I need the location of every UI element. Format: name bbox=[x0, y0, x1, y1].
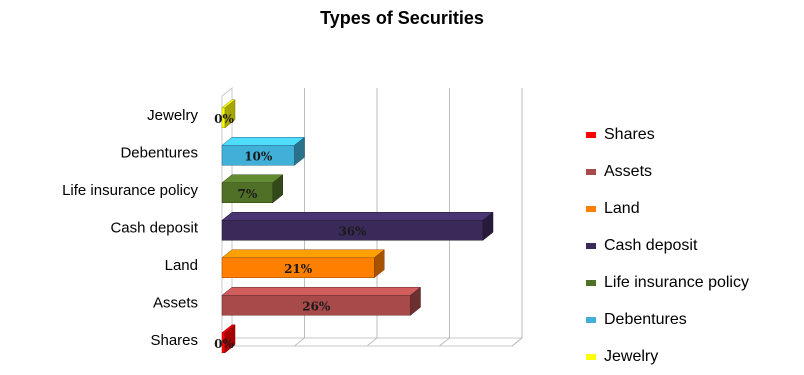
data-label: 26% bbox=[302, 299, 331, 313]
legend-item: Life insurance policy bbox=[586, 264, 749, 301]
legend-item: Jewelry bbox=[586, 338, 749, 375]
bar-debentures bbox=[221, 136, 306, 166]
bar-side bbox=[482, 211, 494, 241]
legend-label: Jewelry bbox=[604, 347, 659, 365]
category-label: Shares bbox=[150, 332, 198, 349]
bar-land bbox=[221, 249, 385, 279]
bar-life-insurance-policy bbox=[221, 174, 284, 204]
data-labels: 0% 26% 21% 36% 7% 10% 0% bbox=[214, 112, 367, 351]
bar-assets bbox=[221, 286, 422, 316]
legend-swatch bbox=[586, 205, 596, 212]
legend-swatch bbox=[586, 168, 596, 175]
legend-label: Assets bbox=[604, 162, 653, 180]
legend-item: Land bbox=[586, 190, 749, 227]
data-label: 0% bbox=[214, 337, 234, 351]
data-label: 7% bbox=[237, 187, 257, 201]
data-label: 36% bbox=[338, 224, 367, 238]
bar-side bbox=[374, 249, 385, 279]
data-label: 10% bbox=[244, 149, 273, 163]
bar-layer bbox=[221, 99, 494, 354]
chart-title: Types of Securities bbox=[320, 8, 484, 28]
gridline-floor bbox=[439, 337, 450, 347]
legend-swatch bbox=[586, 279, 596, 286]
legend-label: Life insurance policy bbox=[604, 273, 749, 291]
bar-cash-deposit bbox=[221, 211, 494, 241]
bar-side bbox=[294, 136, 305, 166]
bar-side bbox=[410, 286, 421, 316]
legend-swatch bbox=[586, 353, 596, 360]
legend-swatch bbox=[586, 242, 596, 249]
bar-side bbox=[272, 174, 283, 204]
legend: Shares Assets Land Cash deposit Life insuran… bbox=[586, 116, 749, 375]
bar-top bbox=[221, 174, 284, 183]
category-label: Life insurance policy bbox=[62, 182, 198, 199]
bar-side bbox=[224, 324, 236, 354]
data-label: 21% bbox=[284, 262, 313, 276]
bar-top bbox=[221, 137, 306, 146]
category-label: Debentures bbox=[120, 144, 198, 161]
bar-top bbox=[221, 249, 385, 258]
bar-top bbox=[221, 287, 422, 296]
legend-label: Land bbox=[604, 199, 640, 217]
legend-item: Assets bbox=[586, 153, 749, 190]
legend-label: Cash deposit bbox=[604, 236, 698, 254]
bar-shares bbox=[221, 324, 236, 354]
category-label: Cash deposit bbox=[110, 219, 198, 236]
legend-swatch bbox=[586, 131, 596, 138]
legend-item: Cash deposit bbox=[586, 227, 749, 264]
gridline-floor bbox=[511, 337, 523, 347]
data-label: 0% bbox=[214, 112, 234, 126]
legend-label: Debentures bbox=[604, 310, 687, 328]
category-labels: Shares Assets Land Cash deposit Life insuran… bbox=[62, 107, 199, 349]
category-label: Assets bbox=[153, 294, 198, 311]
category-label: Land bbox=[165, 257, 198, 274]
bar-top bbox=[221, 212, 494, 221]
plot-area: Shares Assets Land Cash deposit Life insuran… bbox=[62, 86, 524, 354]
bar-side bbox=[224, 99, 236, 129]
category-label: Jewelry bbox=[147, 107, 198, 124]
bar-jewelry bbox=[221, 99, 236, 129]
gridline-floor bbox=[294, 337, 305, 347]
legend-label: Shares bbox=[604, 125, 655, 143]
legend-swatch bbox=[586, 316, 596, 323]
gridline-floor bbox=[366, 337, 378, 347]
legend-item: Debentures bbox=[586, 301, 749, 338]
legend-item: Shares bbox=[586, 116, 749, 153]
